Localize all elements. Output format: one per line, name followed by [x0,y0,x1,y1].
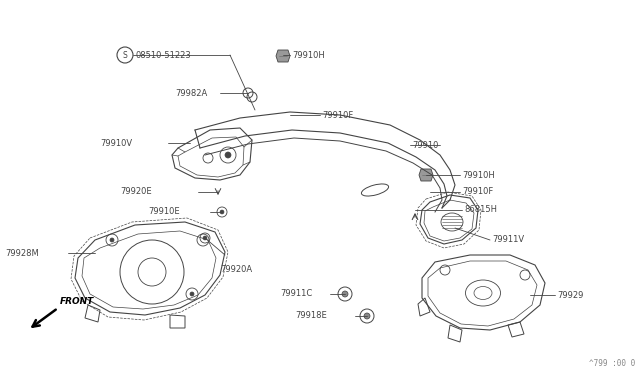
Text: 08510-51223: 08510-51223 [135,51,191,60]
Text: 79910F: 79910F [462,187,493,196]
Text: 79910E: 79910E [148,208,180,217]
Circle shape [364,313,370,319]
Circle shape [110,238,114,242]
Text: 79982A: 79982A [175,89,207,97]
Text: 79910F: 79910F [322,110,353,119]
Circle shape [220,210,224,214]
Text: ^799 :00 0: ^799 :00 0 [589,359,635,368]
Text: 79918E: 79918E [295,311,327,321]
Text: 79911V: 79911V [492,235,524,244]
Text: 79920E: 79920E [120,187,152,196]
Polygon shape [419,169,433,181]
Circle shape [225,152,231,158]
Text: 79911C: 79911C [280,289,312,298]
Circle shape [342,291,348,297]
Text: 79929: 79929 [557,291,584,299]
Circle shape [190,292,194,296]
Text: 79910: 79910 [412,141,438,150]
Text: FRONT: FRONT [60,298,94,307]
Text: 79910V: 79910V [100,138,132,148]
Text: 86815H: 86815H [464,205,497,215]
Polygon shape [276,50,290,62]
Text: S: S [123,51,127,60]
Text: 79910H: 79910H [462,170,495,180]
Text: 79920A: 79920A [220,266,252,275]
Text: 79928M: 79928M [5,248,39,257]
Circle shape [203,236,207,240]
Text: 79910H: 79910H [292,51,324,60]
